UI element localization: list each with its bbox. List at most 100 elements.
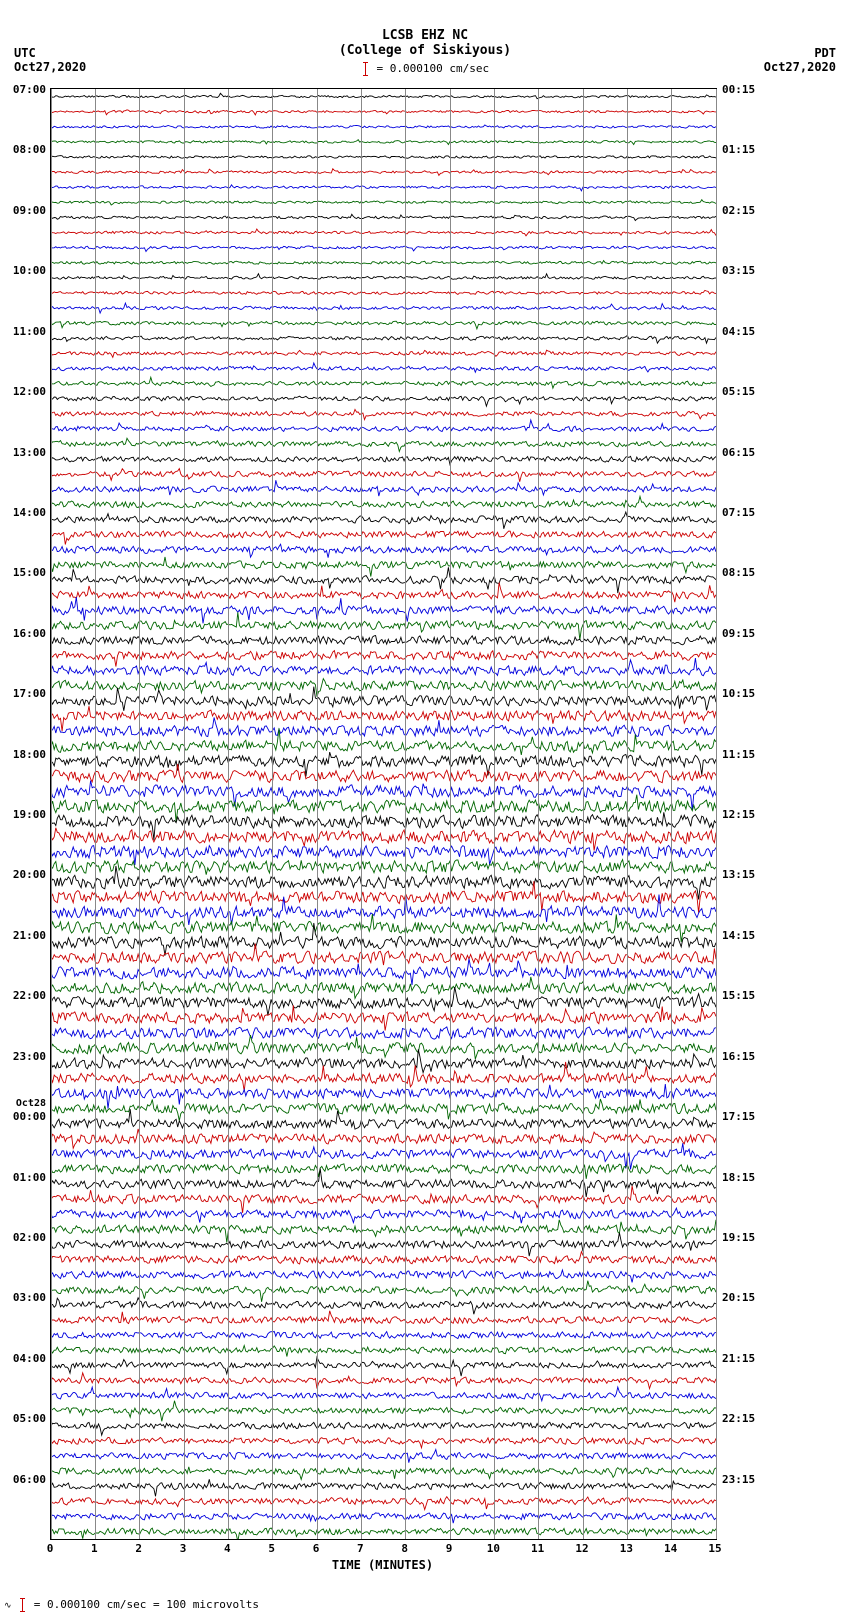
seismic-trace [51, 557, 716, 577]
footer-text: = 0.000100 cm/sec = 100 microvolts [34, 1598, 259, 1611]
seismic-trace [51, 567, 716, 593]
x-axis-title: TIME (MINUTES) [50, 1558, 715, 1572]
seismic-trace [51, 1437, 716, 1447]
pdt-time-label: 12:15 [722, 808, 755, 821]
seismic-traces [51, 89, 716, 1539]
seismic-trace [51, 812, 716, 840]
x-tick-label: 1 [91, 1542, 98, 1555]
grid-line [583, 89, 584, 1539]
timezone-left: UTC Oct27,2020 [14, 46, 86, 74]
seismic-trace [51, 363, 716, 372]
seismic-trace [51, 110, 716, 115]
grid-line [405, 89, 406, 1539]
seismic-trace [51, 658, 716, 676]
seismic-trace [51, 1467, 716, 1480]
utc-day-label: Oct28 [16, 1098, 46, 1109]
utc-time-label: 13:00 [13, 446, 46, 459]
utc-time-label: 19:00 [13, 808, 46, 821]
pdt-time-label: 09:15 [722, 627, 755, 640]
grid-line [361, 89, 362, 1539]
grid-line [627, 89, 628, 1539]
tz-left-date: Oct27,2020 [14, 60, 86, 74]
utc-time-label: 01:00 [13, 1171, 46, 1184]
seismic-trace [51, 636, 716, 646]
seismic-trace [51, 728, 716, 755]
seismic-trace [51, 752, 716, 776]
pdt-time-label: 05:15 [722, 385, 755, 398]
seismic-trace [51, 420, 716, 432]
utc-time-label: 06:00 [13, 1473, 46, 1486]
seismic-trace [51, 881, 716, 913]
seismic-trace [51, 1331, 716, 1338]
seismic-trace [51, 944, 716, 965]
pdt-time-label: 11:15 [722, 748, 755, 761]
utc-time-label: 04:00 [13, 1352, 46, 1365]
utc-time-label: 00:00 [13, 1110, 46, 1123]
x-tick-label: 10 [487, 1542, 500, 1555]
utc-time-label: 17:00 [13, 687, 46, 700]
tz-right-label: PDT [764, 46, 836, 60]
seismic-trace [51, 456, 716, 464]
seismic-trace [51, 1422, 716, 1435]
seismic-trace [51, 1049, 716, 1072]
seismic-trace [51, 140, 716, 145]
grid-line [671, 89, 672, 1539]
grid-line [139, 89, 140, 1539]
seismic-trace [51, 1027, 716, 1039]
seismic-trace [51, 156, 716, 159]
x-tick-label: 6 [313, 1542, 320, 1555]
seismic-trace [51, 828, 716, 851]
x-tick-label: 0 [47, 1542, 54, 1555]
seismic-trace [51, 531, 716, 545]
seismic-trace [51, 597, 716, 623]
seismic-trace [51, 214, 716, 220]
utc-time-label: 10:00 [13, 264, 46, 277]
utc-time-label: 12:00 [13, 385, 46, 398]
seismic-trace [51, 781, 716, 811]
footer-wave-icon: ∿ [4, 1601, 12, 1611]
footer-scale: ∿ = 0.000100 cm/sec = 100 microvolts [4, 1598, 259, 1612]
utc-time-label: 15:00 [13, 566, 46, 579]
pdt-time-label: 01:15 [722, 143, 755, 156]
seismic-trace [51, 200, 716, 205]
seismic-trace [51, 321, 716, 329]
utc-time-label: 11:00 [13, 325, 46, 338]
seismic-trace [51, 1373, 716, 1389]
seismic-trace [51, 274, 716, 280]
pdt-time-label: 20:15 [722, 1291, 755, 1304]
seismic-trace [51, 261, 716, 265]
seismic-trace [51, 651, 716, 667]
grid-line [184, 89, 185, 1539]
station-title: LCSB EHZ NC [0, 0, 850, 43]
seismic-trace [51, 377, 716, 388]
seismogram-container: LCSB EHZ NC (College of Siskiyous) = 0.0… [0, 0, 850, 1613]
seismic-trace [51, 895, 716, 925]
seismic-trace [51, 469, 716, 482]
seismic-trace [51, 1099, 716, 1121]
seismic-trace [51, 185, 716, 191]
seismic-trace [51, 1252, 716, 1264]
seismic-trace [51, 396, 716, 406]
pdt-time-label: 03:15 [722, 264, 755, 277]
grid-line [51, 89, 52, 1539]
station-location: (College of Siskiyous) [0, 43, 850, 58]
seismic-trace [51, 718, 716, 737]
seismic-trace [51, 1005, 716, 1030]
pdt-time-label: 08:15 [722, 566, 755, 579]
grid-line [716, 89, 717, 1539]
seismic-trace [51, 1208, 716, 1223]
grid-line [538, 89, 539, 1539]
x-tick-label: 5 [268, 1542, 275, 1555]
x-tick-label: 2 [135, 1542, 142, 1555]
pdt-time-label: 14:15 [722, 929, 755, 942]
seismic-trace [51, 303, 716, 313]
seismic-trace [51, 1186, 716, 1213]
utc-time-label: 20:00 [13, 868, 46, 881]
seismic-trace [51, 480, 716, 496]
seismic-trace [51, 1164, 716, 1179]
seismic-trace [51, 350, 716, 357]
tz-right-date: Oct27,2020 [764, 60, 836, 74]
seismic-trace [51, 923, 716, 956]
grid-line [228, 89, 229, 1539]
seismic-trace [51, 1479, 716, 1496]
